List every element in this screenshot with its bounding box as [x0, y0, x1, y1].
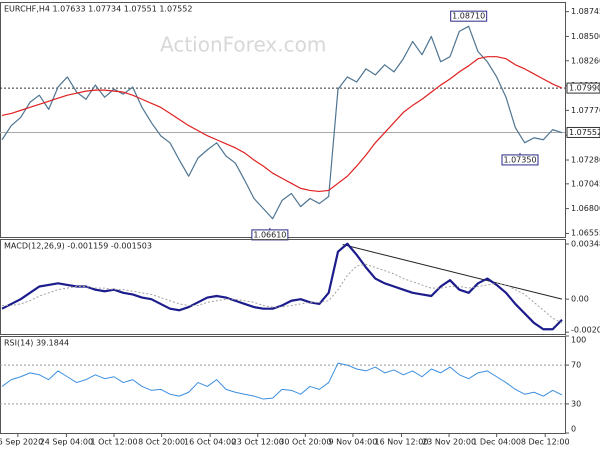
- y-tick-label: 0.003486: [571, 239, 600, 248]
- y-tick-label: 1.07770: [571, 106, 600, 115]
- y-tick-label: 0: [571, 425, 576, 434]
- panel-title: RSI(14) 39.1844: [4, 339, 69, 348]
- x-tick-label: 30 Oct 20:00: [279, 438, 331, 447]
- series-line: [1, 362, 563, 400]
- x-tick-label: 23 Oct 12:00: [232, 438, 284, 447]
- y-tick-label: 1.08745: [571, 7, 600, 16]
- panel-frame: [0, 336, 566, 434]
- watermark: ActionForex.com: [160, 33, 326, 57]
- x-tick-label: 1 Dec 04:00: [472, 438, 521, 447]
- y-tick-label: -0.002085: [571, 326, 600, 335]
- annotation-box: [501, 154, 539, 166]
- series-line: [2, 263, 563, 324]
- y-tick-label: 100: [571, 336, 586, 345]
- x-tick-label: 8 Oct 20:00: [138, 438, 185, 447]
- price-tag: [566, 82, 600, 94]
- y-tick-label: 1.06800: [571, 204, 600, 213]
- annotation-label: 1.06610: [253, 230, 286, 239]
- price-tag: [566, 126, 600, 138]
- trend-line: [342, 244, 563, 300]
- x-tick-label: 9 Nov 04:00: [329, 438, 378, 447]
- x-tick-label: 16 Oct 04:00: [184, 438, 236, 447]
- price-tag-label: 1.07990: [569, 84, 600, 93]
- series-line: [1, 242, 563, 331]
- series-line: [1, 25, 563, 220]
- x-tick-label: 16 Nov 12:00: [374, 438, 428, 447]
- x-tick-label: 1 Oct 12:00: [90, 438, 137, 447]
- y-tick-label: 1.08500: [571, 32, 600, 41]
- x-tick-label: 23 Nov 20:00: [422, 438, 476, 447]
- y-tick-label: 70: [571, 361, 581, 370]
- annotation-label: 1.07350: [503, 155, 536, 164]
- y-tick-label: 1.06555: [571, 229, 600, 238]
- x-tick-label: 8 Dec 12:00: [521, 438, 570, 447]
- y-tick-label: 1.07045: [571, 179, 600, 188]
- series-line: [1, 56, 563, 193]
- panel-frame: [0, 239, 566, 335]
- y-tick-label: 0.00: [571, 295, 589, 304]
- panel-title: EURCHF,H4 1.07633 1.07734 1.07551 1.0755…: [4, 5, 192, 14]
- annotation-label: 1.08710: [452, 12, 485, 21]
- price-tag-label: 1.07552: [569, 128, 600, 137]
- annotation-box: [450, 10, 488, 22]
- x-tick-label: 16 Sep 2020: [0, 438, 43, 447]
- y-tick-label: 1.07280: [571, 156, 600, 165]
- x-tick-label: 24 Sep 04:00: [40, 438, 93, 447]
- y-tick-label: 1.08260: [571, 56, 600, 65]
- y-tick-label: 30: [571, 399, 581, 408]
- panel-title: MACD(12,26,9) -0.001159 -0.001503: [4, 242, 152, 251]
